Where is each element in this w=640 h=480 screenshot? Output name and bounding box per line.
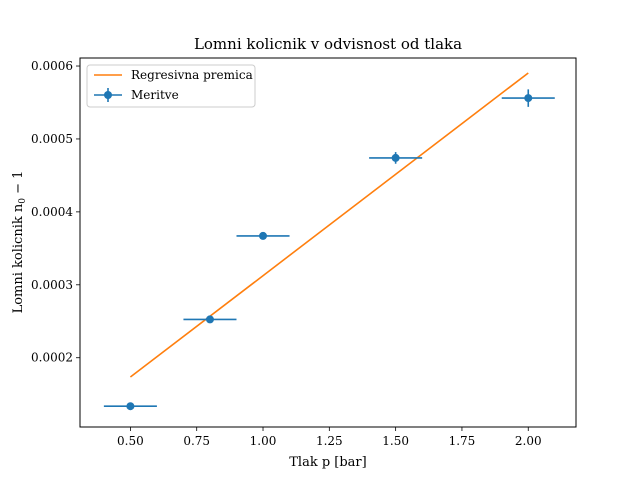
legend-marker-swatch [94,88,122,102]
x-tick-label: 2.00 [515,434,542,448]
x-tick-label: 0.75 [183,434,210,448]
legend: Regresivna premica Meritve [86,64,256,108]
data-point-marker [259,231,268,240]
y-tick-label: 0.0004 [31,205,73,219]
x-tick-label: 1.00 [250,434,277,448]
data-point-marker [126,402,135,411]
measurement-point [236,231,290,240]
x-tick-label: 1.75 [449,434,476,448]
legend-box [86,64,256,108]
legend-label-measurements: Meritve [131,88,179,102]
x-tick-label: 0.50 [117,434,144,448]
regression-line [129,72,529,378]
y-axis-title: Lomni kolicnik n0 − 1 [11,171,28,314]
y-axis: 0.0002 0.0003 0.0004 0.0005 0.0006 [31,59,80,365]
measurement-point [369,152,423,164]
legend-label-regression: Regresivna premica [131,68,253,82]
x-tick-label: 1.25 [316,434,343,448]
y-tick-label: 0.0003 [31,278,73,292]
plot-frame [79,57,577,428]
x-tick-label: 1.50 [382,434,409,448]
data-point-marker [524,94,533,103]
measurement-point [501,89,555,107]
chart-title: Lomni kolicnik v odvisnost od tlaka [194,35,462,53]
y-tick-label: 0.0005 [31,132,73,146]
measurement-point [183,315,237,324]
y-tick-label: 0.0002 [31,351,73,365]
x-axis-title: Tlak p [bar] [289,455,366,470]
data-point-marker [205,315,214,324]
x-axis: 0.50 0.75 1.00 1.25 1.50 1.75 2.00 [117,427,542,448]
y-tick-label: 0.0006 [31,59,73,73]
data-point-marker [391,153,400,162]
measurement-point [103,402,157,411]
plot-content [103,72,555,411]
